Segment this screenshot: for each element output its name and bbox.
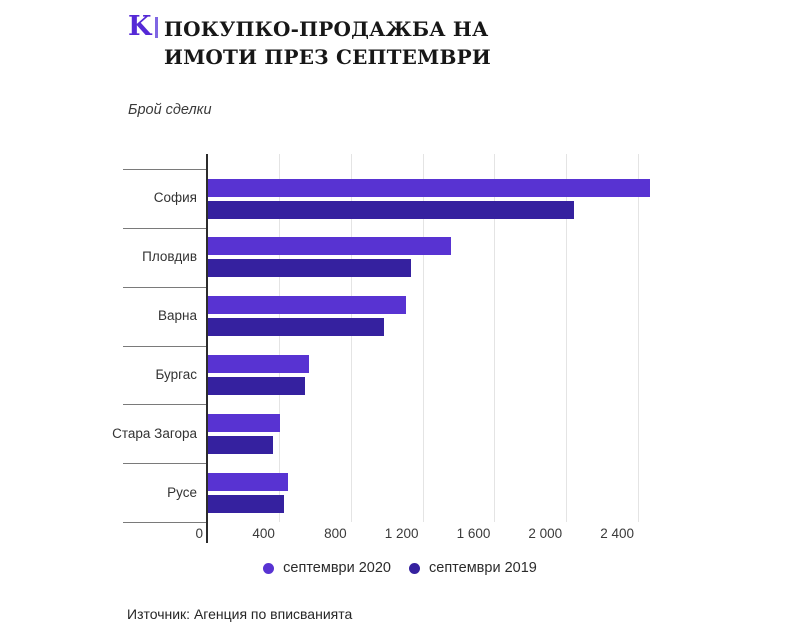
- category-separator: [123, 169, 207, 170]
- bar-септември-2020: [208, 414, 280, 432]
- category-label: Бургас: [155, 367, 197, 382]
- category-separator: [123, 346, 207, 347]
- x-tick-label: 2 000: [528, 526, 563, 541]
- x-tick-label: 400: [252, 526, 275, 541]
- bar-септември-2019: [208, 318, 384, 336]
- category-label: Пловдив: [142, 249, 197, 264]
- chart-title-line2: ИМОТИ ПРЕЗ СЕПТЕМВРИ: [164, 45, 491, 69]
- x-tick-label: 800: [324, 526, 347, 541]
- chart-legend: септември 2020 септември 2019: [0, 560, 800, 576]
- logo-bar-mark: [155, 17, 159, 38]
- gridline: [638, 154, 639, 522]
- category-separator: [123, 287, 207, 288]
- category-separator: [123, 228, 207, 229]
- source-note: Източник: Агенция по вписванията: [127, 606, 353, 622]
- legend-label: септември 2019: [429, 560, 537, 576]
- gridline: [566, 154, 567, 522]
- bar-септември-2020: [208, 355, 309, 373]
- category-label: София: [153, 190, 197, 205]
- bar-септември-2019: [208, 495, 284, 513]
- bar-септември-2019: [208, 259, 411, 277]
- gridline: [279, 154, 280, 522]
- legend-label: септември 2020: [283, 560, 391, 576]
- bar-септември-2019: [208, 377, 305, 395]
- bar-септември-2020: [208, 179, 650, 197]
- category-label: Стара Загора: [112, 426, 197, 441]
- chart-title: ПОКУПКО-ПРОДАЖБА НА ИМОТИ ПРЕЗ СЕПТЕМВРИ: [164, 15, 491, 71]
- category-separator: [123, 404, 207, 405]
- chart-subtitle: Брой сделки: [128, 102, 212, 118]
- bar-септември-2020: [208, 473, 288, 491]
- category-separator: [123, 463, 207, 464]
- legend-swatch-icon: [409, 562, 420, 574]
- gridline: [494, 154, 495, 522]
- chart-title-line1: ПОКУПКО-ПРОДАЖБА НА: [164, 17, 489, 41]
- legend-swatch-icon: [263, 562, 275, 574]
- y-axis-line: [206, 154, 208, 543]
- bar-септември-2019: [208, 436, 273, 454]
- gridline: [351, 154, 352, 522]
- category-separator: [123, 522, 207, 523]
- bar-септември-2020: [208, 296, 406, 314]
- capital-logo: K: [128, 11, 159, 42]
- x-tick-label: 1 200: [384, 526, 419, 541]
- gridline: [423, 154, 424, 522]
- x-tick-label: 1 600: [456, 526, 491, 541]
- legend-item: септември 2019: [409, 560, 537, 576]
- legend-item: септември 2020: [263, 560, 391, 576]
- x-tick-label: 2 400: [600, 526, 635, 541]
- category-label: Русе: [167, 485, 197, 500]
- x-tick-label: 0: [195, 526, 203, 541]
- bar-септември-2019: [208, 201, 574, 219]
- logo-letter: K: [128, 11, 152, 42]
- category-label: Варна: [158, 308, 197, 323]
- bar-септември-2020: [208, 237, 451, 255]
